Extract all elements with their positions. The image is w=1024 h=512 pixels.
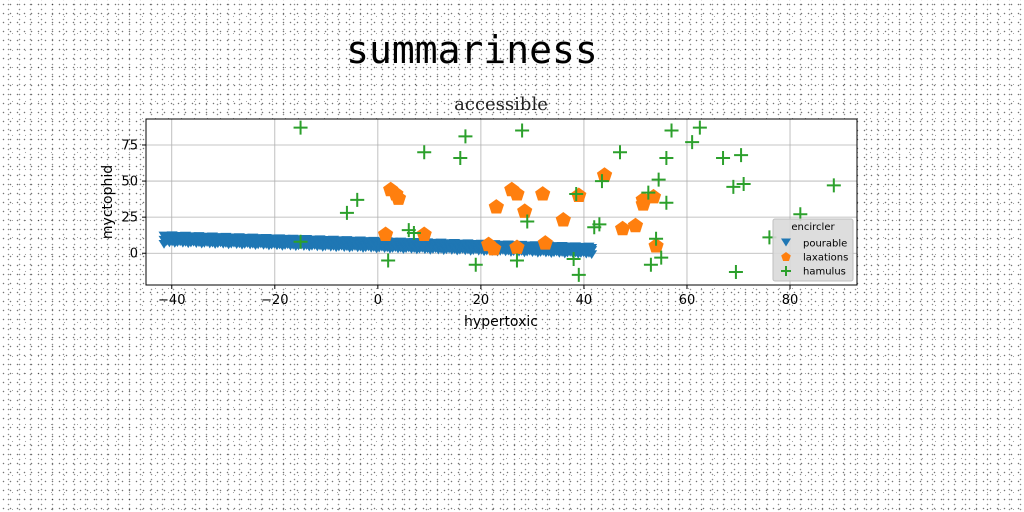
data-point-laxations xyxy=(378,226,394,241)
y-tick-label: 25 xyxy=(121,211,138,226)
legend-entry-laxations: laxations xyxy=(803,253,848,264)
y-tick-label: 75 xyxy=(121,138,138,153)
x-tick-label: 40 xyxy=(576,293,593,308)
series-laxations xyxy=(378,167,664,256)
data-point-hamulus xyxy=(592,217,607,232)
legend-box xyxy=(772,218,854,282)
data-point-laxations xyxy=(488,199,504,214)
data-point-hamulus xyxy=(659,195,674,210)
data-point-pourable xyxy=(586,244,598,253)
x-tick-label: −20 xyxy=(261,293,288,308)
data-point-laxations xyxy=(509,186,525,201)
data-point-hamulus xyxy=(685,135,700,150)
data-point-hamulus xyxy=(406,226,421,241)
data-point-hamulus xyxy=(736,176,751,191)
data-point-hamulus xyxy=(826,178,841,193)
data-point-hamulus xyxy=(594,174,609,189)
x-tick-label: 20 xyxy=(473,293,490,308)
data-point-hamulus xyxy=(509,253,524,268)
legend-marker-hamulus xyxy=(781,266,791,276)
data-point-hamulus xyxy=(692,120,707,135)
data-point-hamulus xyxy=(641,185,656,200)
data-point-hamulus xyxy=(569,187,584,202)
x-tick-label: −40 xyxy=(158,293,185,308)
y-tick-label: 50 xyxy=(121,175,138,190)
data-point-hamulus xyxy=(293,120,308,135)
data-point-hamulus xyxy=(659,150,674,165)
data-point-hamulus xyxy=(293,234,308,249)
data-point-laxations xyxy=(535,186,551,201)
data-point-hamulus xyxy=(643,257,658,272)
data-point-hamulus xyxy=(417,145,432,160)
data-point-laxations xyxy=(596,167,613,182)
data-point-hamulus xyxy=(728,265,743,280)
data-point-laxations xyxy=(486,240,502,256)
data-point-laxations xyxy=(627,217,644,233)
y-axis-label: myctophid xyxy=(100,165,116,239)
data-point-hamulus xyxy=(453,150,468,165)
data-point-hamulus xyxy=(381,253,396,268)
chart-suptitle: summariness xyxy=(346,28,598,72)
x-tick-label: 60 xyxy=(679,293,696,308)
data-point-pourable xyxy=(781,238,791,247)
data-point-hamulus xyxy=(571,267,586,282)
x-axis-label: hypertoxic xyxy=(464,314,538,330)
legend: encircler pourable laxations hamulus xyxy=(772,218,854,282)
data-point-hamulus xyxy=(651,172,666,187)
y-tick-label: 0 xyxy=(130,247,138,262)
chart-title: accessible xyxy=(454,94,548,115)
plot-background xyxy=(146,119,857,285)
data-point-laxations xyxy=(537,235,553,250)
plot-area: −40 −20 0 20 40 60 80 0 25 50 75 xyxy=(121,118,858,308)
data-point-hamulus xyxy=(566,252,581,267)
data-point-laxations xyxy=(509,239,525,254)
data-point-hamulus xyxy=(726,179,741,194)
x-tick-label: 0 xyxy=(374,293,382,308)
data-point-hamulus xyxy=(716,150,731,165)
legend-marker-laxations xyxy=(781,252,791,261)
x-tick-label: 80 xyxy=(782,293,799,308)
data-point-laxations xyxy=(390,190,407,205)
data-point-hamulus xyxy=(734,148,749,163)
data-point-hamulus xyxy=(350,192,365,207)
data-point-hamulus xyxy=(664,123,679,138)
data-point-laxations xyxy=(555,212,571,227)
series-hamulus xyxy=(293,120,841,282)
data-point-hamulus xyxy=(654,250,669,265)
data-point-hamulus xyxy=(458,129,473,144)
legend-title: encircler xyxy=(791,222,835,233)
data-point-hamulus xyxy=(613,145,627,160)
data-point-hamulus xyxy=(515,123,530,138)
data-point-hamulus xyxy=(339,205,354,220)
data-point-hamulus xyxy=(520,214,535,229)
plot-frame xyxy=(145,118,858,286)
data-point-laxations xyxy=(517,203,533,218)
legend-entry-pourable: pourable xyxy=(803,239,847,250)
data-point-hamulus xyxy=(649,231,664,246)
data-point-hamulus xyxy=(468,257,483,272)
legend-entry-hamulus: hamulus xyxy=(803,267,846,278)
data-point-laxations xyxy=(416,226,432,241)
series-pourable xyxy=(158,231,598,260)
data-point-laxations xyxy=(615,220,631,236)
